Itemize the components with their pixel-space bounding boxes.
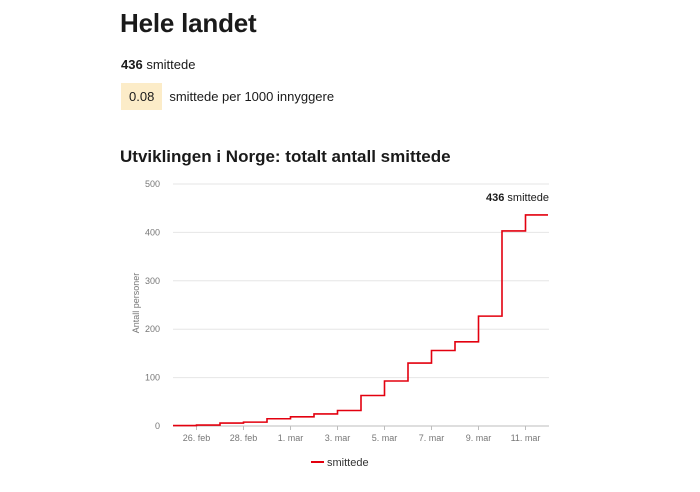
annotation-unit: smittede [507, 192, 549, 204]
x-tick-label: 11. mar [511, 433, 541, 443]
y-tick-label: 400 [145, 227, 160, 237]
total-infected-unit: smittede [146, 57, 196, 72]
chart-legend: smittede [311, 457, 369, 469]
y-tick-label: 200 [145, 324, 160, 334]
x-tick-label: 1. mar [278, 433, 304, 443]
last-value-annotation: 436 smittede [486, 192, 549, 204]
x-tick-label: 9. mar [466, 433, 492, 443]
total-infected-value: 436 [121, 57, 143, 72]
series-line-smittede [173, 214, 548, 427]
x-tick-label: 5. mar [372, 433, 398, 443]
rate-badge: 0.08 [121, 83, 163, 110]
chart-title: Utviklingen i Norge: totalt antall smitt… [120, 147, 451, 166]
infection-rate: 0.08 smittede per 1000 innyggere [121, 83, 334, 110]
y-axis: 0 100 200 300 400 500 [145, 179, 160, 431]
plot-area [173, 214, 548, 427]
x-tick-label: 7. mar [419, 433, 445, 443]
total-infected: 436 smittede [121, 57, 195, 72]
x-tick-label: 28. feb [230, 433, 258, 443]
x-tick-label: 26. feb [183, 433, 211, 443]
x-tick-label: 3. mar [325, 433, 351, 443]
y-tick-label: 0 [155, 421, 160, 431]
legend-label: smittede [327, 457, 369, 469]
page-title: Hele landet [120, 8, 257, 38]
rate-label: smittede per 1000 innyggere [169, 89, 335, 104]
y-tick-label: 500 [145, 179, 160, 189]
x-axis: 26. feb 28. feb 1. mar 3. mar 5. mar 7. mar 9.… [183, 426, 541, 443]
y-axis-label: Antall personer [131, 273, 141, 334]
y-tick-label: 300 [145, 276, 160, 286]
annotation-value: 436 [486, 192, 504, 204]
y-tick-label: 100 [145, 373, 160, 383]
chart-grid [173, 183, 549, 427]
